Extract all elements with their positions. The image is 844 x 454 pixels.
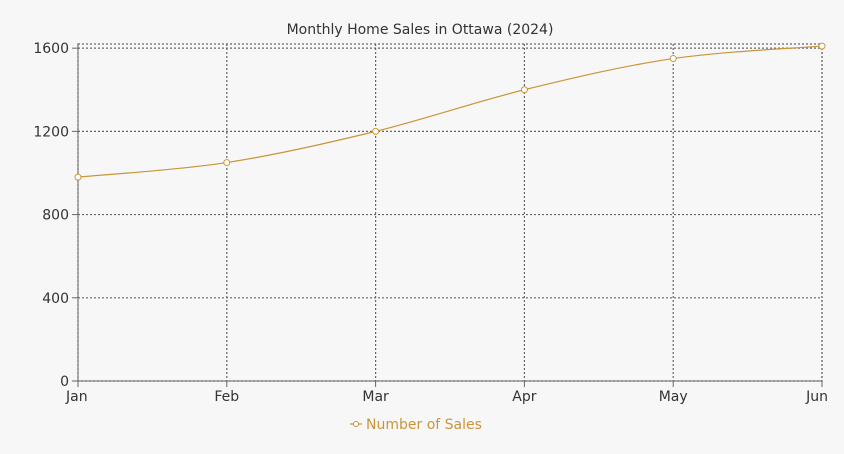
legend[interactable]: Number of Sales xyxy=(350,417,482,433)
chart-title: Monthly Home Sales in Ottawa (2024) xyxy=(287,22,554,38)
legend-label: Number of Sales xyxy=(366,417,482,433)
x-tick-label: Feb xyxy=(214,389,239,405)
x-tick-label: Jun xyxy=(805,389,828,405)
data-point[interactable] xyxy=(74,173,82,181)
x-tick-label: Apr xyxy=(512,389,536,405)
data-point[interactable] xyxy=(818,42,826,50)
legend-item[interactable]: Number of Sales xyxy=(350,417,482,433)
data-point[interactable] xyxy=(520,86,528,94)
series-line xyxy=(77,45,823,178)
x-tick-label: May xyxy=(659,389,688,405)
y-tick-label: 800 xyxy=(42,208,69,224)
y-tick-label: 0 xyxy=(60,374,69,390)
x-tick-label: Jan xyxy=(65,389,88,405)
legend-marker-icon xyxy=(353,421,359,427)
axes: 0 400 800 1200 1600 Jan Feb Mar Apr May Jun xyxy=(33,41,828,405)
y-tick-label: 400 xyxy=(42,291,69,307)
plot-border xyxy=(77,43,823,382)
grid xyxy=(77,43,823,382)
data-point[interactable] xyxy=(372,127,380,135)
data-point[interactable] xyxy=(223,159,231,167)
y-tick-label: 1600 xyxy=(33,41,69,57)
y-tick-label: 1200 xyxy=(33,124,69,140)
series-layer xyxy=(74,42,826,181)
data-point[interactable] xyxy=(669,55,677,63)
x-tick-label: Mar xyxy=(362,389,389,405)
